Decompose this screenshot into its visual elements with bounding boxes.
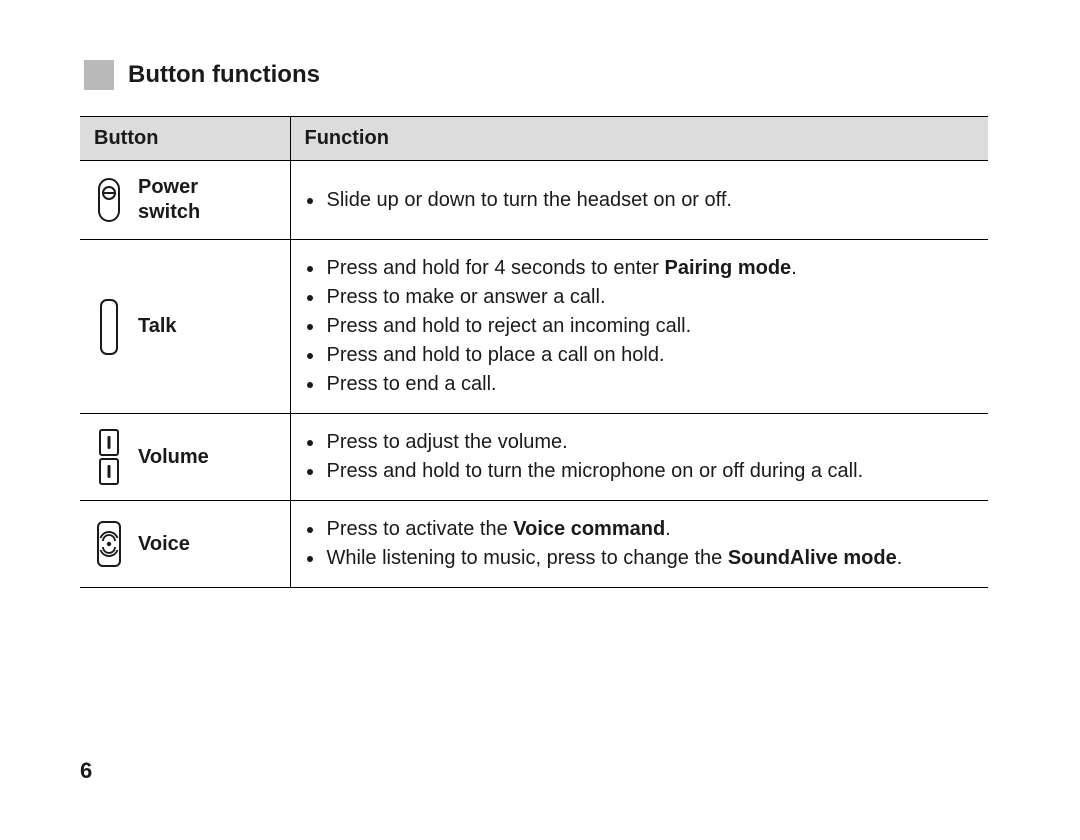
function-item: Press and hold for 4 seconds to enter Pa… xyxy=(325,254,977,283)
volume-button-icon xyxy=(99,429,119,485)
heading-bullet-square xyxy=(84,60,114,90)
function-item: Press and hold to turn the microphone on… xyxy=(325,457,977,486)
button-functions-table: Button Function Power switch Slide up or … xyxy=(80,116,988,588)
button-cell: Volume xyxy=(80,414,290,501)
page-number: 6 xyxy=(80,758,92,784)
button-icon-slot xyxy=(94,299,124,355)
button-icon-slot xyxy=(94,178,124,222)
function-cell: Press to adjust the volume.Press and hol… xyxy=(290,414,988,501)
function-item: Press and hold to reject an incoming cal… xyxy=(325,312,977,341)
function-item: Slide up or down to turn the headset on … xyxy=(325,186,977,215)
function-list: Press to adjust the volume.Press and hol… xyxy=(305,428,977,486)
heading-text: Button functions xyxy=(128,61,320,89)
function-item: Press to adjust the volume. xyxy=(325,428,977,457)
section-heading: Button functions xyxy=(84,60,988,90)
column-header-button: Button xyxy=(80,117,290,161)
function-item: While listening to music, press to chang… xyxy=(325,544,977,573)
talk-button-icon xyxy=(100,299,118,355)
button-label: Power switch xyxy=(138,175,200,225)
function-list: Press and hold for 4 seconds to enter Pa… xyxy=(305,254,977,399)
button-icon-slot xyxy=(94,521,124,567)
function-cell: Press and hold for 4 seconds to enter Pa… xyxy=(290,240,988,414)
function-item: Press to end a call. xyxy=(325,370,977,399)
function-item: Press and hold to place a call on hold. xyxy=(325,341,977,370)
button-label: Talk xyxy=(138,314,177,339)
button-cell: Talk xyxy=(80,240,290,414)
manual-page: Button functions Button Function Power s… xyxy=(0,0,1080,840)
function-list: Press to activate the Voice command.Whil… xyxy=(305,515,977,573)
table-row: Power switch Slide up or down to turn the… xyxy=(80,161,988,240)
voice-button-icon xyxy=(97,521,121,567)
function-item: Press to activate the Voice command. xyxy=(325,515,977,544)
column-header-function: Function xyxy=(290,117,988,161)
function-item: Press to make or answer a call. xyxy=(325,283,977,312)
table-row: Talk Press and hold for 4 seconds to ente… xyxy=(80,240,988,414)
power-switch-icon xyxy=(98,178,120,222)
button-cell: Power switch xyxy=(80,161,290,240)
table-row: Voice Press to activate the Voice command… xyxy=(80,501,988,588)
table-header-row: Button Function xyxy=(80,117,988,161)
button-icon-slot xyxy=(94,429,124,485)
table-row: Volume Press to adjust the volume.Press a… xyxy=(80,414,988,501)
function-list: Slide up or down to turn the headset on … xyxy=(305,186,977,215)
button-label: Volume xyxy=(138,445,209,470)
function-cell: Slide up or down to turn the headset on … xyxy=(290,161,988,240)
button-cell: Voice xyxy=(80,501,290,588)
function-cell: Press to activate the Voice command.Whil… xyxy=(290,501,988,588)
button-label: Voice xyxy=(138,532,190,557)
